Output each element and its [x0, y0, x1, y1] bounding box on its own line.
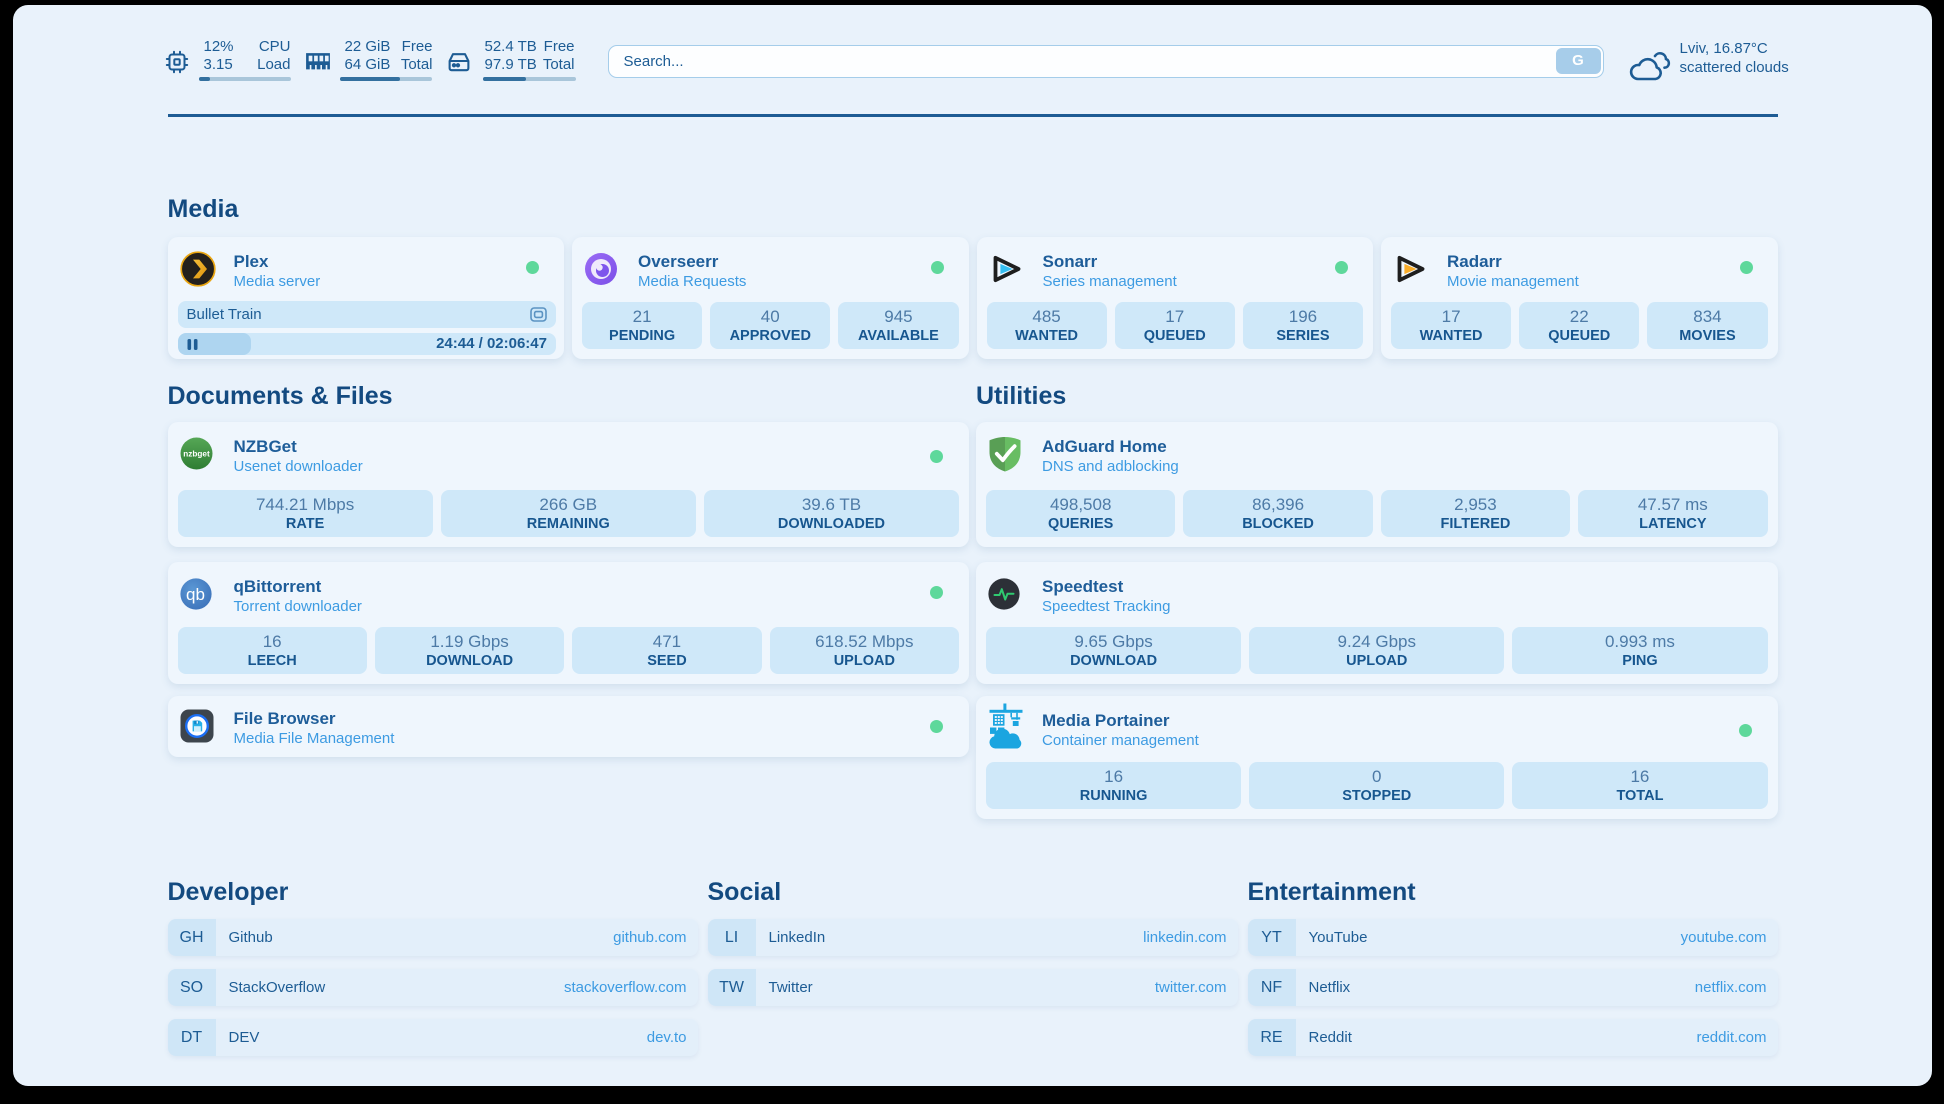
svg-text:nzbget: nzbget	[183, 450, 210, 459]
svg-text:qb: qb	[186, 585, 205, 604]
